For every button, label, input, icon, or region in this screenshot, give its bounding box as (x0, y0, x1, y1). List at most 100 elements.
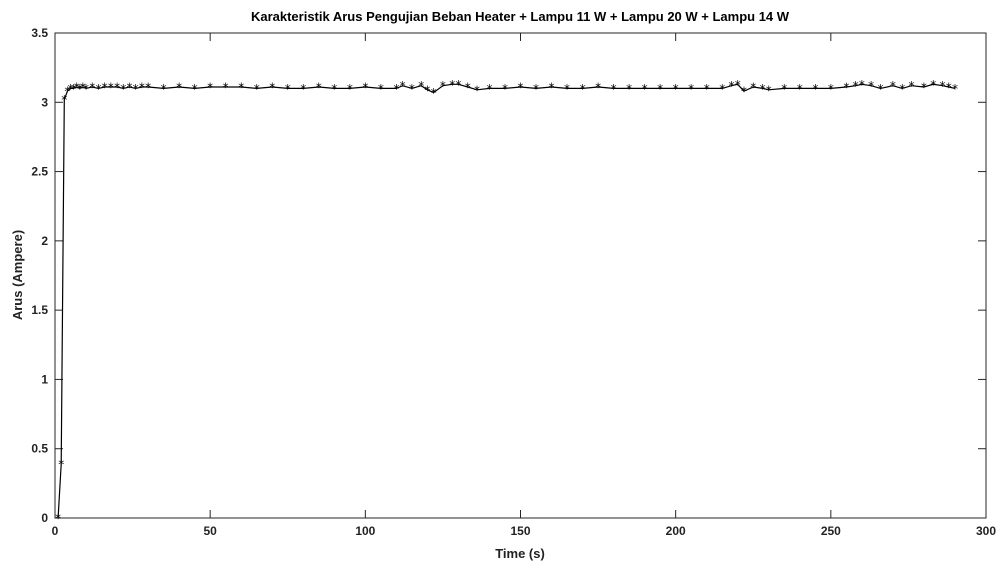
series-line (57, 83, 956, 519)
data-point: * (766, 83, 772, 97)
data-point: * (347, 82, 353, 96)
y-axis-label: Arus (Ampere) (10, 230, 25, 320)
data-point: * (760, 82, 766, 96)
data-point: * (952, 82, 958, 96)
y-tick-label: 1.5 (31, 303, 48, 317)
x-axis-label: Time (s) (495, 546, 545, 561)
data-point: * (418, 79, 424, 93)
data-point: * (502, 82, 508, 96)
data-point: * (126, 81, 132, 95)
data-point: * (449, 78, 455, 92)
data-point: * (89, 81, 95, 95)
data-point: * (735, 78, 741, 92)
x-tick-label: 0 (52, 524, 59, 538)
data-point: * (300, 82, 306, 96)
data-point: * (139, 81, 145, 95)
data-point: * (704, 82, 710, 96)
y-tick-label: 2.5 (31, 165, 48, 179)
data-point: * (80, 81, 86, 95)
data-point: * (431, 86, 437, 100)
data-point: * (828, 82, 834, 96)
data-point: * (71, 82, 77, 96)
y-tick-label: 0.5 (31, 442, 48, 456)
data-point: * (133, 82, 139, 96)
data-point: * (611, 82, 617, 96)
data-point: * (362, 81, 368, 95)
chart-title: Karakteristik Arus Pengujian Beban Heate… (251, 9, 790, 24)
data-point: * (673, 82, 679, 96)
axis-ticks: 0 50 100 150 200 250 300 0 0.5 1 1.5 2 2.5 3 3.5 (31, 26, 996, 538)
data-point: * (161, 82, 167, 96)
data-point: * (223, 81, 229, 95)
data-point: * (549, 81, 555, 95)
data-point: * (64, 85, 70, 99)
data-point: * (940, 79, 946, 93)
data-point: * (853, 79, 859, 93)
data-point: * (909, 79, 915, 93)
data-point: * (859, 78, 865, 92)
data-point: * (719, 82, 725, 96)
y-tick-label: 2 (41, 234, 48, 248)
x-tick-label: 50 (203, 524, 217, 538)
data-point: * (921, 81, 927, 95)
data-point: * (114, 81, 120, 95)
data-point: * (626, 82, 632, 96)
data-point: * (729, 79, 735, 93)
y-tick-label: 3 (41, 95, 48, 109)
data-point: * (409, 82, 415, 96)
data-point: * (812, 82, 818, 96)
data-point: * (868, 79, 874, 93)
data-point: * (68, 82, 74, 96)
data-point: * (285, 82, 291, 96)
x-tick-label: 100 (355, 524, 375, 538)
data-point: * (77, 82, 83, 96)
data-point: * (930, 78, 936, 92)
data-point: * (741, 85, 747, 99)
data-point: * (890, 79, 896, 93)
data-point: * (474, 83, 480, 97)
data-point: * (238, 81, 244, 95)
data-point: * (877, 82, 883, 96)
x-tick-label: 150 (510, 524, 530, 538)
data-point: * (946, 81, 952, 95)
data-point: * (533, 82, 539, 96)
x-tick-label: 200 (666, 524, 686, 538)
y-tick-label: 0 (41, 511, 48, 525)
y-tick-label: 1 (41, 372, 48, 386)
data-point: * (176, 81, 182, 95)
data-point: * (269, 81, 275, 95)
data-point: * (95, 82, 101, 96)
data-point: * (657, 82, 663, 96)
data-point: * (254, 82, 260, 96)
data-point: * (192, 82, 198, 96)
data-point: * (378, 82, 384, 96)
data-point: * (58, 457, 64, 471)
data-point: * (331, 82, 337, 96)
data-point: * (750, 81, 756, 95)
data-point: * (316, 81, 322, 95)
data-point: * (564, 82, 570, 96)
data-point: * (899, 82, 905, 96)
data-point: * (580, 82, 586, 96)
data-point: * (843, 81, 849, 95)
data-point: * (595, 81, 601, 95)
data-point: * (102, 81, 108, 95)
y-tick-label: 3.5 (31, 26, 48, 40)
data-point: * (642, 82, 648, 96)
data-point: * (465, 81, 471, 95)
data-point: * (781, 82, 787, 96)
data-point: * (455, 78, 461, 92)
data-series: ********** * * * * * * * * * * * * * * * * * * * * * * * * * * * * * *… (55, 78, 958, 526)
data-point: * (120, 82, 126, 96)
x-tick-label: 300 (976, 524, 996, 538)
data-point: * (440, 79, 446, 93)
data-point: * (688, 82, 694, 96)
data-point: * (55, 512, 61, 526)
data-point: * (207, 81, 213, 95)
data-point: * (61, 93, 67, 107)
data-point: * (424, 83, 430, 97)
data-point: * (74, 81, 80, 95)
x-tick-label: 250 (821, 524, 841, 538)
data-point: * (486, 82, 492, 96)
